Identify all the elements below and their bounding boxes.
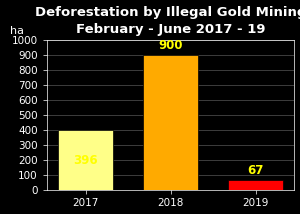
Text: 67: 67 xyxy=(248,164,264,177)
Text: 900: 900 xyxy=(158,39,183,52)
Text: 396: 396 xyxy=(73,154,98,167)
Title: Deforestation by Illegal Gold Mining
February - June 2017 - 19: Deforestation by Illegal Gold Mining Feb… xyxy=(35,6,300,36)
Bar xyxy=(228,180,283,190)
Bar xyxy=(143,55,198,190)
Y-axis label: ha: ha xyxy=(10,27,24,37)
Bar xyxy=(58,131,113,190)
